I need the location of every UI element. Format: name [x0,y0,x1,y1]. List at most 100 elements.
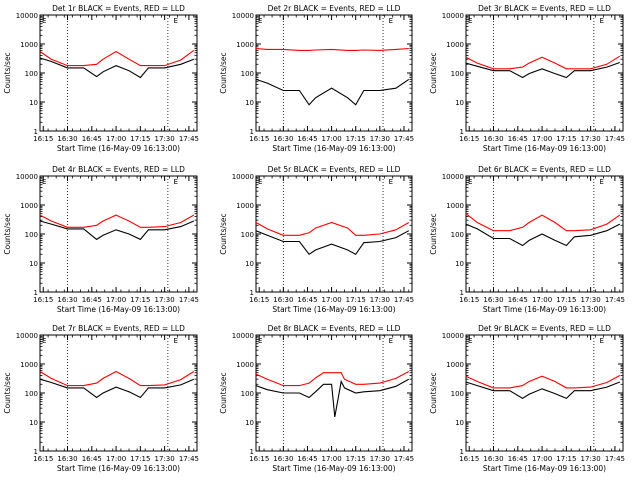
corner-mark: E [173,17,177,25]
x-tick-label: 17:30 [581,135,601,143]
x-tick-label: 17:45 [179,455,199,463]
panel-9: Det 9r BLACK = Events, RED = LLD E E 1 10 100… [429,324,625,473]
panel-2: Det 2r BLACK = Events, RED = LLD E E 1 10 100… [219,4,414,153]
series-line-events [255,78,410,106]
y-axis-label: Counts/sec [429,213,438,254]
y-tick-label: 10000 [16,12,38,20]
x-tick-label: 17:45 [179,296,199,304]
x-tick-label: 17:00 [321,455,341,463]
x-tick-label: 17:15 [346,135,366,143]
x-axis-label: Start Time (16-May-09 16:13:00) [57,464,180,473]
x-tick-label: 16:15 [459,135,479,143]
x-tick-label: 17:15 [556,455,576,463]
series-line-events [255,378,410,417]
y-tick-label: 1000 [446,202,464,210]
y-tick-label: 1000 [236,361,254,369]
corner-mark: E [173,178,177,186]
y-tick-label: 1000 [446,361,464,369]
y-tick-label: 1 [250,448,254,456]
x-axis-label: Start Time (16-May-09 16:13:00) [272,305,395,314]
panel-6: Det 6r BLACK = Events, RED = LLD E E 1 10 100… [429,165,625,314]
corner-mark: E [42,178,46,186]
x-tick-label: 16:15 [33,296,53,304]
y-tick-label: 100 [241,390,254,398]
x-tick-label: 17:30 [155,455,175,463]
x-axis-label: Start Time (16-May-09 16:13:00) [57,144,180,153]
x-axis-label: Start Time (16-May-09 16:13:00) [272,464,395,473]
y-axis-label: Counts/sec [3,52,12,93]
corner-mark: E [468,17,472,25]
y-tick-label: 1 [250,128,254,136]
series-line-events [465,381,621,400]
series-line-lld [255,47,409,51]
corner-mark: E [468,337,472,345]
x-tick-label: 17:00 [106,455,126,463]
y-tick-label: 10 [455,419,464,427]
y-tick-label: 10 [455,99,464,107]
panel-title: Det 1r BLACK = Events, RED = LLD [52,4,185,13]
y-tick-label: 1000 [20,361,38,369]
y-axis-label: Counts/sec [3,213,12,254]
panel-title: Det 8r BLACK = Events, RED = LLD [268,324,401,333]
plot-frame [39,14,198,132]
panel-title: Det 6r BLACK = Events, RED = LLD [478,165,611,174]
x-tick-label: 16:15 [33,455,53,463]
x-tick-label: 16:30 [483,296,503,304]
x-tick-label: 16:15 [459,296,479,304]
corner-mark: E [42,17,46,25]
x-tick-label: 17:00 [532,135,552,143]
x-tick-label: 17:15 [556,135,576,143]
panel-8: Det 8r BLACK = Events, RED = LLD E E 1 10 100… [219,324,414,473]
y-tick-label: 10000 [16,173,38,181]
panel-title: Det 9r BLACK = Events, RED = LLD [478,324,611,333]
series-line-events [465,61,620,79]
x-tick-label: 16:45 [297,135,317,143]
panel-1: Det 1r BLACK = Events, RED = LLD E E 1 10 100… [3,4,199,153]
x-tick-label: 17:00 [532,296,552,304]
x-tick-label: 17:00 [321,296,341,304]
series-line-events [255,230,410,256]
x-axis-label: Start Time (16-May-09 16:13:00) [57,305,180,314]
x-tick-label: 17:45 [605,296,625,304]
corner-mark: E [258,178,262,186]
x-tick-label: 17:45 [605,135,625,143]
x-tick-label: 16:45 [82,135,102,143]
panel-4: Det 4r BLACK = Events, RED = LLD E E 1 10 100… [3,165,199,314]
plot-frame [255,334,413,452]
y-tick-label: 1 [460,289,464,297]
x-axis-label: Start Time (16-May-09 16:13:00) [483,144,606,153]
y-tick-label: 100 [241,231,254,239]
x-tick-label: 16:30 [273,135,293,143]
y-tick-label: 10 [29,99,38,107]
series-line-lld [39,370,195,387]
y-tick-label: 100 [451,390,464,398]
panel-title: Det 4r BLACK = Events, RED = LLD [52,165,185,174]
x-axis-label: Start Time (16-May-09 16:13:00) [272,144,395,153]
y-tick-label: 1 [34,448,38,456]
y-tick-label: 1000 [446,41,464,49]
x-tick-label: 16:30 [273,296,293,304]
x-tick-label: 17:15 [346,455,366,463]
y-tick-label: 10 [29,260,38,268]
y-tick-label: 1 [460,448,464,456]
y-tick-label: 10000 [232,12,254,20]
y-tick-label: 10000 [232,332,254,340]
series-line-events [465,223,621,247]
x-tick-label: 17:45 [605,455,625,463]
y-axis-label: Counts/sec [219,52,228,93]
x-tick-label: 16:15 [459,455,479,463]
x-tick-label: 16:30 [57,296,77,304]
x-tick-label: 16:45 [508,296,528,304]
y-tick-label: 10 [245,419,254,427]
y-tick-label: 100 [241,70,254,78]
corner-mark: E [258,337,262,345]
x-tick-label: 17:15 [130,455,150,463]
x-tick-label: 17:45 [179,135,199,143]
x-axis-label: Start Time (16-May-09 16:13:00) [483,464,606,473]
y-tick-label: 1000 [236,202,254,210]
series-line-events [39,378,195,399]
series-line-lld [465,375,621,389]
corner-mark: E [468,178,472,186]
y-tick-label: 10000 [232,173,254,181]
